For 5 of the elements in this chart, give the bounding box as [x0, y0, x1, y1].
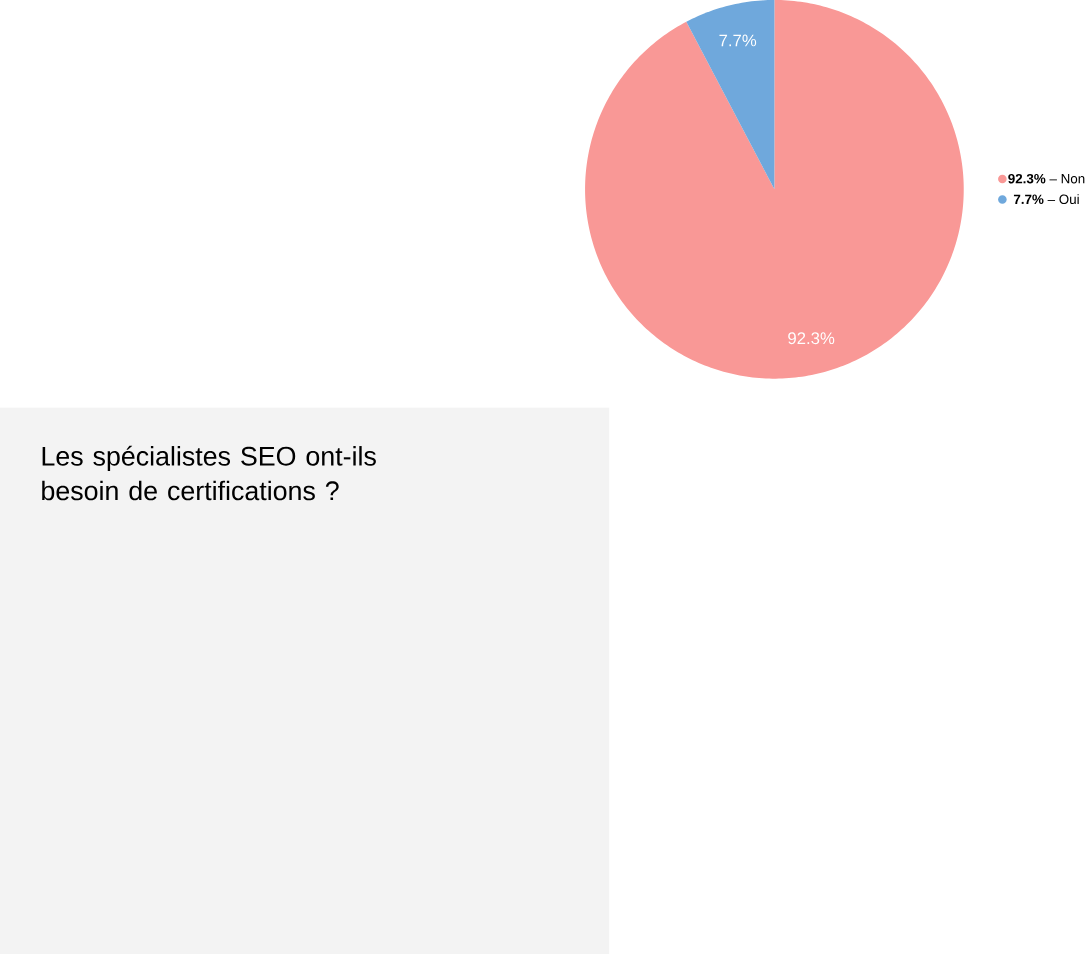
- data-label: 92.3%: [788, 332, 835, 345]
- legend-label: 92.3% – Non: [1008, 173, 1085, 184]
- legend-label: 7.7% – Oui: [1013, 194, 1079, 204]
- text: Les spécialistes SEO ont-ils besoin de certifications ?: [42, 445, 376, 501]
- data-label: 7.7%: [719, 34, 757, 47]
